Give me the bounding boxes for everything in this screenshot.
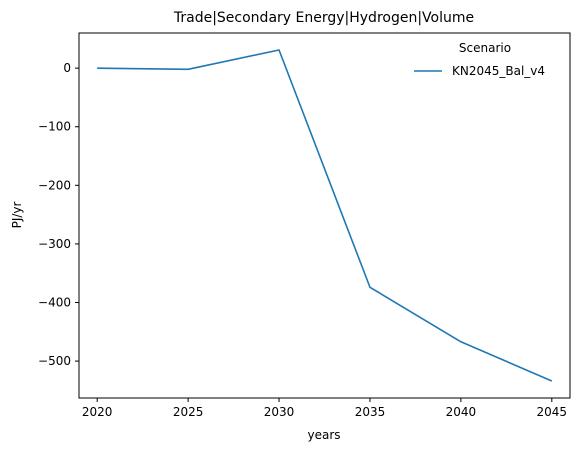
legend-title: Scenario (459, 41, 511, 55)
series-line (97, 49, 553, 382)
x-tick-label: 2030 (264, 405, 295, 419)
y-tick-label: −500 (38, 354, 71, 368)
y-axis: 0 −100 −200 −300 −400 −500 (38, 61, 79, 368)
legend: Scenario KN2045_Bal_v4 (414, 41, 545, 78)
plot-frame (78, 32, 571, 399)
x-tick-label: 2020 (82, 405, 113, 419)
y-tick-label: −100 (38, 120, 71, 134)
series-lines (97, 49, 553, 382)
x-tick-label: 2040 (446, 405, 477, 419)
y-tick-label: 0 (63, 61, 71, 75)
y-axis-label: PJ/yr (10, 202, 24, 229)
plot-area (78, 32, 571, 399)
y-tick-label: −200 (38, 178, 71, 192)
x-axis: 2020 2025 2030 2035 2040 2045 (82, 398, 567, 419)
y-tick-label: −400 (38, 296, 71, 310)
x-tick-label: 2045 (537, 405, 568, 419)
x-tick-label: 2035 (355, 405, 386, 419)
x-tick-label: 2025 (173, 405, 204, 419)
chart-title: Trade|Secondary Energy|Hydrogen|Volume (173, 10, 474, 26)
legend-entry-label: KN2045_Bal_v4 (452, 64, 545, 78)
y-tick-label: −300 (38, 237, 71, 251)
x-axis-label: years (307, 428, 340, 442)
